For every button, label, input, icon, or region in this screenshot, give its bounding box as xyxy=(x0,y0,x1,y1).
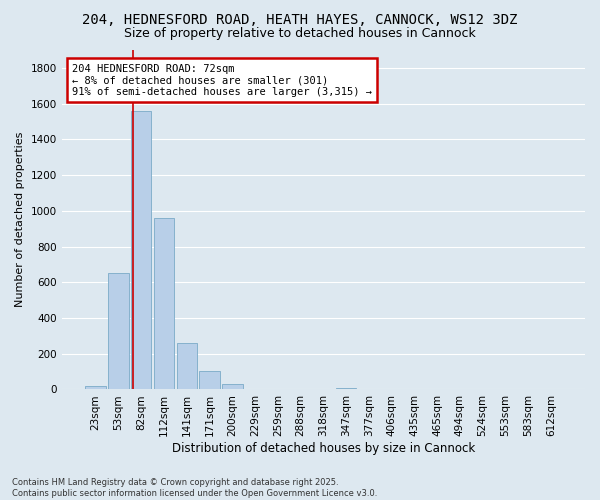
Bar xyxy=(199,370,220,390)
X-axis label: Distribution of detached houses by size in Cannock: Distribution of detached houses by size … xyxy=(172,442,475,455)
Bar xyxy=(154,218,174,390)
Bar xyxy=(108,274,129,390)
Bar xyxy=(336,388,356,390)
Bar xyxy=(222,384,242,390)
Y-axis label: Number of detached properties: Number of detached properties xyxy=(15,132,25,308)
Bar xyxy=(85,386,106,390)
Bar xyxy=(131,110,151,390)
Text: Contains HM Land Registry data © Crown copyright and database right 2025.
Contai: Contains HM Land Registry data © Crown c… xyxy=(12,478,377,498)
Text: Size of property relative to detached houses in Cannock: Size of property relative to detached ho… xyxy=(124,28,476,40)
Text: 204, HEDNESFORD ROAD, HEATH HAYES, CANNOCK, WS12 3DZ: 204, HEDNESFORD ROAD, HEATH HAYES, CANNO… xyxy=(82,12,518,26)
Text: 204 HEDNESFORD ROAD: 72sqm
← 8% of detached houses are smaller (301)
91% of semi: 204 HEDNESFORD ROAD: 72sqm ← 8% of detac… xyxy=(72,64,372,97)
Bar xyxy=(176,343,197,390)
